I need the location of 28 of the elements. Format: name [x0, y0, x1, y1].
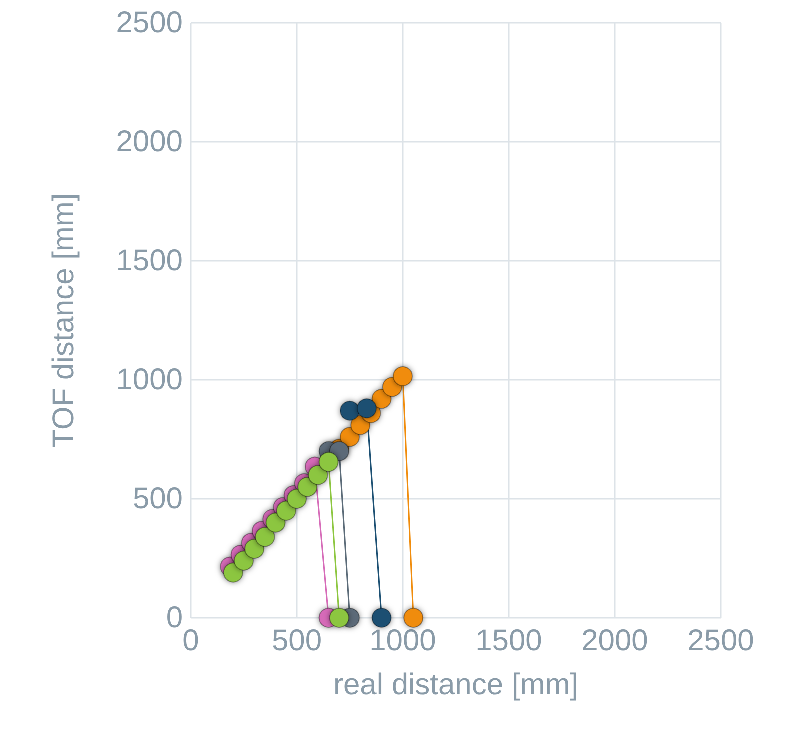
- point: [234, 550, 254, 571]
- point: [393, 366, 413, 386]
- y-tick-label: 2500: [116, 6, 183, 40]
- x-tick-label: 2000: [582, 624, 648, 658]
- point: [318, 452, 339, 472]
- point: [276, 500, 296, 521]
- x-tick-label: 500: [272, 624, 322, 658]
- point: [404, 608, 424, 628]
- y-tick-label: 2000: [116, 126, 183, 158]
- x-axis-title: real distance [mm]: [333, 668, 579, 702]
- y-axis-title: TOF distance [mm]: [48, 193, 80, 448]
- y-tick-label: 500: [132, 482, 183, 516]
- y-tick-label: 1000: [116, 364, 183, 396]
- point: [287, 489, 307, 509]
- point: [329, 608, 350, 628]
- point: [255, 527, 276, 548]
- point: [223, 562, 244, 583]
- x-tick-label: 1500: [476, 624, 542, 658]
- y-tick-label: 1500: [116, 244, 183, 278]
- point: [244, 538, 265, 559]
- point: [298, 477, 318, 498]
- point: [308, 465, 328, 486]
- point: [372, 608, 392, 628]
- point: [356, 398, 377, 419]
- x-tick-label: 1000: [370, 624, 436, 658]
- y-tick-label: 0: [166, 602, 183, 634]
- x-tick-label: 2500: [688, 624, 754, 658]
- point: [340, 400, 360, 421]
